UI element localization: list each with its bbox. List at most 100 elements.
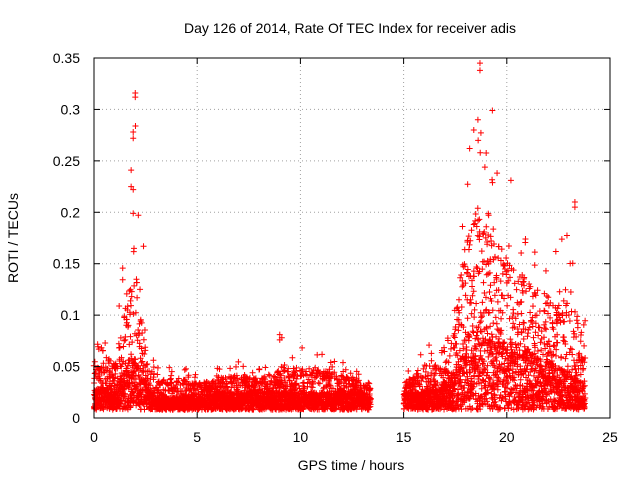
data-point xyxy=(144,375,151,382)
data-point xyxy=(428,350,435,357)
data-point xyxy=(122,333,129,340)
data-point xyxy=(472,217,479,224)
data-point xyxy=(480,279,487,286)
data-point xyxy=(256,365,263,372)
data-point xyxy=(95,346,102,353)
data-point xyxy=(522,236,529,243)
data-point xyxy=(458,271,465,278)
data-point xyxy=(132,309,139,316)
data-point xyxy=(481,164,488,171)
data-point xyxy=(484,330,491,337)
data-point xyxy=(481,290,488,297)
data-point xyxy=(134,337,141,344)
data-point xyxy=(191,374,198,381)
data-point xyxy=(128,355,135,362)
data-point xyxy=(154,371,161,378)
data-point xyxy=(471,306,478,313)
data-point xyxy=(518,310,525,317)
data-point xyxy=(513,286,520,293)
data-point xyxy=(124,303,131,310)
data-point xyxy=(532,320,539,327)
data-point xyxy=(119,361,126,368)
data-point xyxy=(532,329,539,336)
data-point xyxy=(107,357,114,364)
data-point xyxy=(147,382,154,389)
data-point xyxy=(114,365,121,372)
data-point xyxy=(414,367,421,374)
data-point xyxy=(469,328,476,335)
data-point xyxy=(306,365,313,372)
data-point xyxy=(122,391,129,398)
data-point xyxy=(327,359,334,366)
data-point xyxy=(137,355,144,362)
data-point xyxy=(112,370,119,377)
data-point xyxy=(542,318,549,325)
data-point xyxy=(147,371,154,378)
data-point xyxy=(464,181,471,188)
data-point xyxy=(135,326,142,333)
data-point xyxy=(531,249,538,256)
data-point xyxy=(475,137,482,144)
data-point xyxy=(145,386,152,393)
data-point xyxy=(494,170,501,177)
data-point xyxy=(532,292,539,299)
data-point xyxy=(168,368,175,375)
data-point xyxy=(141,326,148,333)
data-point xyxy=(137,316,144,323)
data-point xyxy=(192,371,199,378)
data-point xyxy=(174,378,181,385)
data-point xyxy=(417,351,424,358)
data-point xyxy=(100,360,107,367)
data-point xyxy=(139,358,146,365)
data-point xyxy=(498,315,505,322)
data-point xyxy=(474,205,481,212)
data-point xyxy=(224,383,231,390)
data-point xyxy=(92,369,99,376)
data-point xyxy=(137,373,144,380)
data-point xyxy=(130,310,137,317)
data-point xyxy=(127,333,134,340)
data-point xyxy=(116,303,123,310)
data-point xyxy=(168,379,175,386)
data-point xyxy=(494,326,501,333)
data-point xyxy=(289,354,296,361)
data-point xyxy=(135,212,142,219)
data-point xyxy=(464,315,471,322)
data-point xyxy=(455,327,462,334)
data-point xyxy=(531,262,538,269)
data-point xyxy=(126,360,133,367)
data-point xyxy=(208,385,215,392)
data-point xyxy=(467,237,474,244)
data-point xyxy=(160,376,167,383)
data-point xyxy=(510,320,517,327)
data-point xyxy=(319,351,326,358)
data-point xyxy=(476,319,483,326)
data-point xyxy=(479,361,486,368)
data-point xyxy=(112,360,119,367)
data-point xyxy=(126,381,133,388)
data-point xyxy=(132,123,139,130)
data-point xyxy=(483,150,490,157)
data-point xyxy=(103,380,110,387)
data-point xyxy=(489,179,496,186)
data-point xyxy=(537,339,544,346)
data-point xyxy=(482,294,489,301)
data-point xyxy=(117,400,124,407)
data-point xyxy=(102,339,109,346)
data-points xyxy=(90,60,589,413)
data-point xyxy=(483,223,490,230)
data-point xyxy=(154,388,161,395)
data-point xyxy=(91,358,98,365)
data-point xyxy=(130,389,137,396)
grid-lines xyxy=(94,58,610,418)
data-point xyxy=(464,266,471,273)
data-point xyxy=(459,223,466,230)
data-point xyxy=(185,372,192,379)
data-point xyxy=(119,276,126,283)
data-point xyxy=(138,319,145,326)
data-point xyxy=(477,149,484,156)
data-point xyxy=(197,381,204,388)
data-point xyxy=(119,265,126,272)
data-point xyxy=(130,379,137,386)
